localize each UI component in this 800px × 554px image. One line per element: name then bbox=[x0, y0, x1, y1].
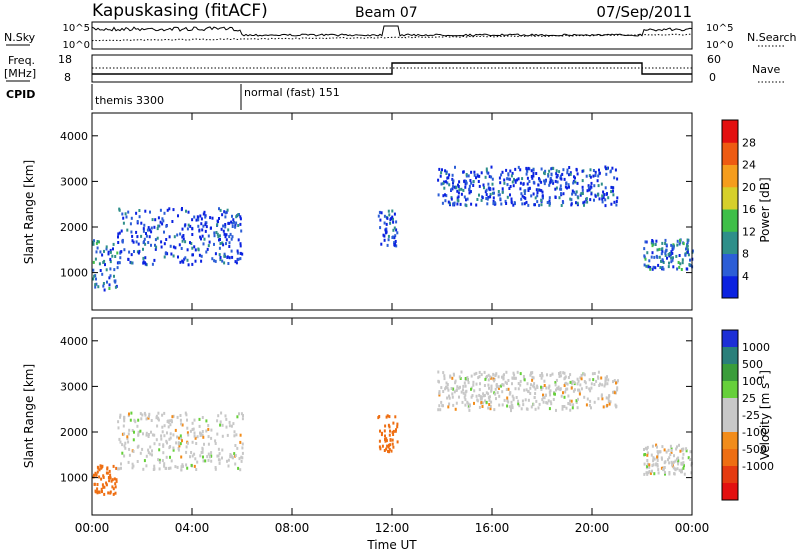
power-tick-24: 24 bbox=[742, 159, 756, 172]
power-tick-16: 16 bbox=[742, 203, 756, 216]
velocity-color-3 bbox=[722, 381, 738, 399]
noise-panel-frame bbox=[91, 21, 693, 50]
velocity-ylabel: Slant Range [km] bbox=[22, 364, 36, 468]
cpid-label: CPID bbox=[6, 88, 35, 101]
velocity-color-1 bbox=[722, 347, 738, 365]
velocity-color-9 bbox=[722, 483, 738, 501]
nsky-label: N.Sky bbox=[4, 31, 36, 44]
power-colorbar: 4 8 12 16 20 24 28 bbox=[721, 119, 756, 299]
velocity-color-7 bbox=[722, 449, 738, 467]
nsearch-trace bbox=[91, 33, 692, 42]
y-tick-label-4000: 4000 bbox=[60, 335, 88, 348]
noise-tick-bottom-right: 10^0 bbox=[706, 40, 733, 51]
freq-tick-bottom: 8 bbox=[64, 71, 71, 84]
echo-region-5 bbox=[643, 238, 694, 271]
echo-region-1 bbox=[92, 239, 119, 292]
nsearch-label: N.Search bbox=[747, 31, 797, 44]
noise-traces bbox=[91, 25, 693, 42]
nave-tick-bottom: 0 bbox=[709, 71, 716, 84]
power-color-6 bbox=[722, 142, 738, 165]
nave-tick-top: 60 bbox=[707, 53, 721, 66]
power-color-0 bbox=[722, 275, 738, 299]
y-tick-label-1000: 1000 bbox=[60, 267, 88, 280]
y-tick-label-1000: 1000 bbox=[60, 472, 88, 485]
echo-region-1 bbox=[92, 464, 118, 496]
noise-tick-bottom-left: 10^0 bbox=[63, 40, 90, 51]
power-color-5 bbox=[722, 164, 738, 188]
x-tick-label-4: 16:00 bbox=[475, 521, 510, 535]
x-tick-label-1: 04:00 bbox=[175, 521, 210, 535]
velocity-color-5 bbox=[722, 415, 738, 433]
velocity-tick-500: 500 bbox=[742, 358, 763, 371]
velocity-tick--25: -25 bbox=[742, 409, 760, 422]
time-xlabel: Time UT bbox=[366, 538, 417, 552]
y-tick-label-4000: 4000 bbox=[60, 130, 88, 143]
velocity-tick-25: 25 bbox=[742, 392, 756, 405]
power-ylabel: Slant Range [km] bbox=[22, 160, 36, 264]
x-tick-label-0: 00:00 bbox=[75, 521, 110, 535]
velocity-tick--500: -500 bbox=[742, 443, 767, 456]
freq-tick-top: 18 bbox=[58, 53, 72, 66]
velocity-colorbar: 1000 500 100 25 -25 -100 -500 -1000 bbox=[721, 329, 774, 501]
y-tick-label-2000: 2000 bbox=[60, 426, 88, 439]
x-tick-label-3: 12:00 bbox=[375, 521, 410, 535]
velocity-color-2 bbox=[722, 364, 738, 382]
power-tick-8: 8 bbox=[742, 248, 749, 261]
velocity-tick-100: 100 bbox=[742, 375, 763, 388]
velocity-y-axis: 1000 2000 3000 4000 bbox=[60, 335, 692, 485]
echo-region-2 bbox=[117, 411, 244, 472]
power-y-axis: 1000 2000 3000 4000 bbox=[60, 130, 692, 280]
power-tick-28: 28 bbox=[742, 136, 756, 149]
x-tick-label-5: 20:00 bbox=[575, 521, 610, 535]
time-x-axis: 00:00 04:00 08:00 12:00 16:00 20:00 00:00 bbox=[75, 113, 710, 535]
nave-label: Nave bbox=[752, 63, 780, 76]
power-tick-12: 12 bbox=[742, 225, 756, 238]
power-color-7 bbox=[722, 120, 738, 143]
freq-trace bbox=[92, 62, 692, 75]
velocity-color-4 bbox=[722, 398, 738, 416]
freq-traces bbox=[92, 62, 692, 75]
echo-region-2 bbox=[117, 207, 244, 267]
echo-region-5 bbox=[643, 443, 693, 476]
velocity-color-8 bbox=[722, 466, 738, 484]
echo-region-4 bbox=[437, 370, 619, 413]
power-color-4 bbox=[722, 186, 738, 210]
power-color-3 bbox=[722, 209, 738, 232]
power-tick-20: 20 bbox=[742, 181, 756, 194]
y-tick-label-3000: 3000 bbox=[60, 175, 88, 188]
x-tick-label-6: 00:00 bbox=[675, 521, 710, 535]
velocity-color-0 bbox=[722, 330, 738, 348]
echo-region-3 bbox=[377, 414, 399, 454]
noise-tick-top-left: 10^5 bbox=[63, 23, 90, 34]
cpid-mode-1: themis 3300 bbox=[95, 94, 164, 107]
beam-title: Beam 07 bbox=[355, 5, 418, 21]
station-title: Kapuskasing (fitACF) bbox=[92, 1, 268, 21]
velocity-colorbar-label: Velocity [m s-1] bbox=[757, 370, 772, 460]
velocity-panel-frame bbox=[91, 317, 693, 516]
y-tick-label-3000: 3000 bbox=[60, 380, 88, 393]
power-colorbar-label: Power [dB] bbox=[758, 177, 772, 242]
date-title: 07/Sep/2011 bbox=[596, 3, 692, 21]
y-tick-label-2000: 2000 bbox=[60, 221, 88, 234]
power-color-1 bbox=[722, 253, 738, 277]
power-color-2 bbox=[722, 231, 738, 254]
velocity-tick--1000: -1000 bbox=[742, 460, 774, 473]
velocity-tick-1000: 1000 bbox=[742, 341, 770, 354]
nsky-trace bbox=[91, 25, 693, 37]
power-heatmap bbox=[92, 165, 694, 292]
echo-region-3 bbox=[377, 209, 399, 248]
freq-label: Freq. bbox=[8, 54, 35, 67]
velocity-tick--100: -100 bbox=[742, 426, 767, 439]
velocity-heatmap bbox=[92, 370, 693, 496]
power-tick-4: 4 bbox=[742, 270, 749, 283]
cpid-mode-2: normal (fast) 151 bbox=[244, 86, 340, 99]
noise-tick-top-right: 10^5 bbox=[706, 23, 733, 34]
x-tick-label-2: 08:00 bbox=[275, 521, 310, 535]
echo-region-4 bbox=[437, 165, 619, 208]
velocity-color-6 bbox=[722, 432, 738, 450]
freq-unit-label: [MHz] bbox=[4, 67, 36, 80]
